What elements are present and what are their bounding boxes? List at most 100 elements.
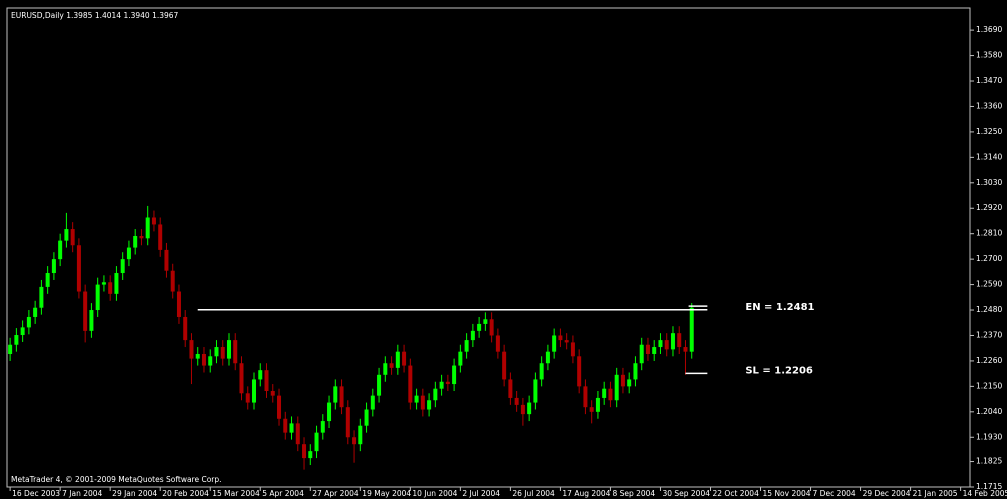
x-tick-label: 17 Aug 2004 (562, 489, 610, 498)
candle-body (364, 409, 369, 426)
candle-body (677, 333, 682, 348)
candle-body (195, 353, 200, 359)
candle-body (395, 351, 400, 368)
candle-body (245, 393, 250, 403)
candle-body (302, 444, 307, 459)
x-tick-label: 22 Oct 2004 (712, 489, 759, 498)
candle-body (389, 363, 394, 368)
candle-body (508, 379, 513, 398)
candle-body (76, 245, 81, 292)
candle-body (414, 395, 419, 403)
candle-body (327, 402, 332, 422)
candle-body (101, 282, 106, 285)
candle-body (595, 397, 600, 412)
x-tick-label: 29 Jan 2004 (112, 489, 157, 498)
candle-body (495, 335, 500, 352)
y-tick-label: 1.1825 (976, 457, 1002, 466)
x-tick-label: 15 Nov 2004 (763, 489, 811, 498)
candle-body (689, 307, 694, 352)
candle-body (270, 390, 275, 396)
candle-body (339, 386, 344, 408)
x-tick-label: 2 Jul 2004 (462, 489, 500, 498)
candle-body (520, 404, 525, 415)
candle-body (164, 249, 169, 271)
candle-body (477, 323, 482, 331)
candle-body (639, 344, 644, 364)
candle-body (464, 340, 469, 352)
y-tick-label: 1.3580 (976, 51, 1002, 60)
candle-body (189, 340, 194, 359)
x-tick-label: 8 Sep 2004 (612, 489, 655, 498)
candle-body (89, 310, 94, 331)
candle-body (295, 423, 300, 445)
candle-body (226, 340, 231, 359)
y-tick-label: 1.3690 (976, 25, 1002, 34)
y-tick-label: 1.2150 (976, 381, 1002, 390)
candle-body (70, 229, 75, 246)
candle-body (664, 340, 669, 350)
x-tick-label: 7 Jan 2004 (62, 489, 102, 498)
candle-body (233, 340, 238, 364)
candle-body (120, 259, 125, 274)
x-tick-label: 30 Sep 2004 (662, 489, 710, 498)
candle-body (652, 347, 657, 354)
y-tick-label: 1.1930 (976, 432, 1002, 441)
x-tick-label: 15 Mar 2004 (212, 489, 260, 498)
candle-body (452, 365, 457, 385)
candle-body (139, 236, 144, 239)
candle-body (408, 365, 413, 403)
candle-body (114, 273, 119, 294)
candle-body (126, 247, 131, 260)
candle-body (58, 240, 63, 260)
candle-body (201, 353, 206, 366)
y-tick-label: 1.3470 (976, 76, 1002, 85)
candle-body (83, 291, 88, 331)
candle-body (8, 344, 13, 354)
candle-body (602, 388, 607, 398)
x-tick-label: 16 Dec 2003 (12, 489, 60, 498)
candle-body (564, 340, 569, 343)
candle-body (502, 351, 507, 380)
candle-body (483, 319, 488, 324)
y-tick-label: 1.1715 (976, 482, 1002, 491)
y-tick-label: 1.3250 (976, 127, 1002, 136)
candle-body (433, 388, 438, 401)
candle-body (570, 342, 575, 357)
candle-body (45, 273, 50, 287)
candle-body (370, 395, 375, 410)
candle-body (214, 347, 219, 357)
x-tick-label: 26 Jul 2004 (512, 489, 555, 498)
candle-body (145, 217, 150, 239)
x-tick-label: 20 Feb 2004 (162, 489, 209, 498)
candle-body (252, 379, 257, 403)
copyright: MetaTrader 4, © 2001-2009 MetaQuotes Sof… (11, 475, 222, 484)
candle-body (320, 421, 325, 433)
candle-body (108, 282, 113, 294)
x-tick-label: 7 Dec 2004 (813, 489, 856, 498)
y-tick-label: 1.3360 (976, 101, 1002, 110)
candle-body (26, 316, 31, 328)
candle-body (64, 229, 69, 241)
x-tick-label: 14 Feb 2005 (963, 489, 1007, 498)
x-tick-label: 10 Jun 2004 (412, 489, 457, 498)
candle-body (583, 386, 588, 408)
candle-body (589, 407, 594, 412)
candle-body (208, 356, 213, 366)
candle-body (439, 381, 444, 389)
candle-body (314, 432, 319, 452)
candle-body (333, 386, 338, 403)
x-tick-label: 27 Apr 2004 (312, 489, 359, 498)
y-tick-label: 1.2370 (976, 330, 1002, 339)
candle-body (33, 307, 38, 317)
candle-body (151, 217, 156, 225)
y-tick-label: 1.2920 (976, 203, 1002, 212)
candle-body (670, 333, 675, 350)
candle-body (620, 374, 625, 387)
candle-body (489, 319, 494, 336)
x-tick-label: 5 Apr 2004 (262, 489, 304, 498)
candle-body (358, 425, 363, 445)
candle-body (14, 335, 19, 345)
candle-body (220, 347, 225, 359)
y-tick-label: 1.2810 (976, 229, 1002, 238)
chart-header: EURUSD,Daily 1.3985 1.4014 1.3940 1.3967 (11, 11, 179, 20)
